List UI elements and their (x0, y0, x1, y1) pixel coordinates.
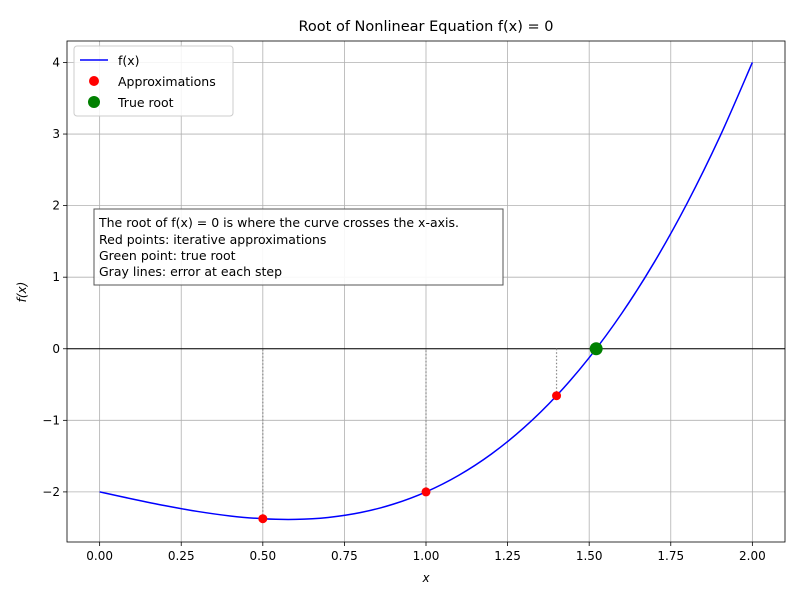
x-tick-label: 0.75 (331, 549, 358, 563)
y-tick-label: 3 (52, 127, 60, 141)
y-tick-label: −2 (42, 485, 60, 499)
chart-title: Root of Nonlinear Equation f(x) = 0 (299, 19, 554, 35)
approximation-point (552, 391, 562, 401)
x-tick-label: 0.50 (249, 549, 276, 563)
x-tick-label: 0.25 (168, 549, 195, 563)
x-tick-label: 1.75 (657, 549, 684, 563)
legend: f(x) Approximations True root (73, 45, 234, 117)
y-tick-label: 0 (52, 342, 60, 356)
x-axis-label: x (421, 571, 430, 585)
legend-label-approximations: Approximations (118, 74, 216, 89)
y-tick-label: 2 (52, 199, 60, 213)
legend-label-curve: f(x) (118, 53, 140, 68)
y-tick-label: 1 (52, 270, 60, 284)
annotation-line-1: The root of f(x) = 0 is where the curve … (98, 215, 459, 230)
y-tick-label: −1 (42, 413, 60, 427)
x-tick-label: 0.00 (86, 549, 113, 563)
annotation-line-3: Green point: true root (99, 248, 236, 263)
annotation-line-4: Gray lines: error at each step (99, 264, 282, 279)
data-points (258, 342, 603, 524)
x-tick-label: 2.00 (739, 549, 766, 563)
x-tick-label: 1.50 (576, 549, 603, 563)
legend-box (73, 45, 234, 117)
y-axis-ticks: −2 −1 0 1 2 3 4 (42, 55, 67, 499)
x-tick-label: 1.00 (413, 549, 440, 563)
legend-label-true-root: True root (117, 95, 174, 110)
x-axis-ticks: 0.00 0.25 0.50 0.75 1.00 1.25 1.50 1.75 2.00 (86, 542, 766, 563)
approximation-point (421, 487, 431, 497)
legend-red-marker (89, 76, 99, 86)
legend-green-marker (88, 96, 100, 108)
approximation-point (258, 514, 268, 524)
annotation-box: The root of f(x) = 0 is where the curve … (93, 208, 504, 286)
annotation-frame (93, 208, 504, 286)
x-tick-label: 1.25 (494, 549, 521, 563)
y-tick-label: 4 (52, 55, 60, 69)
annotation-line-2: Red points: iterative approximations (99, 232, 326, 247)
error-lines (262, 348, 558, 519)
true-root-point (589, 342, 603, 356)
y-axis-label: f(x) (15, 282, 29, 303)
